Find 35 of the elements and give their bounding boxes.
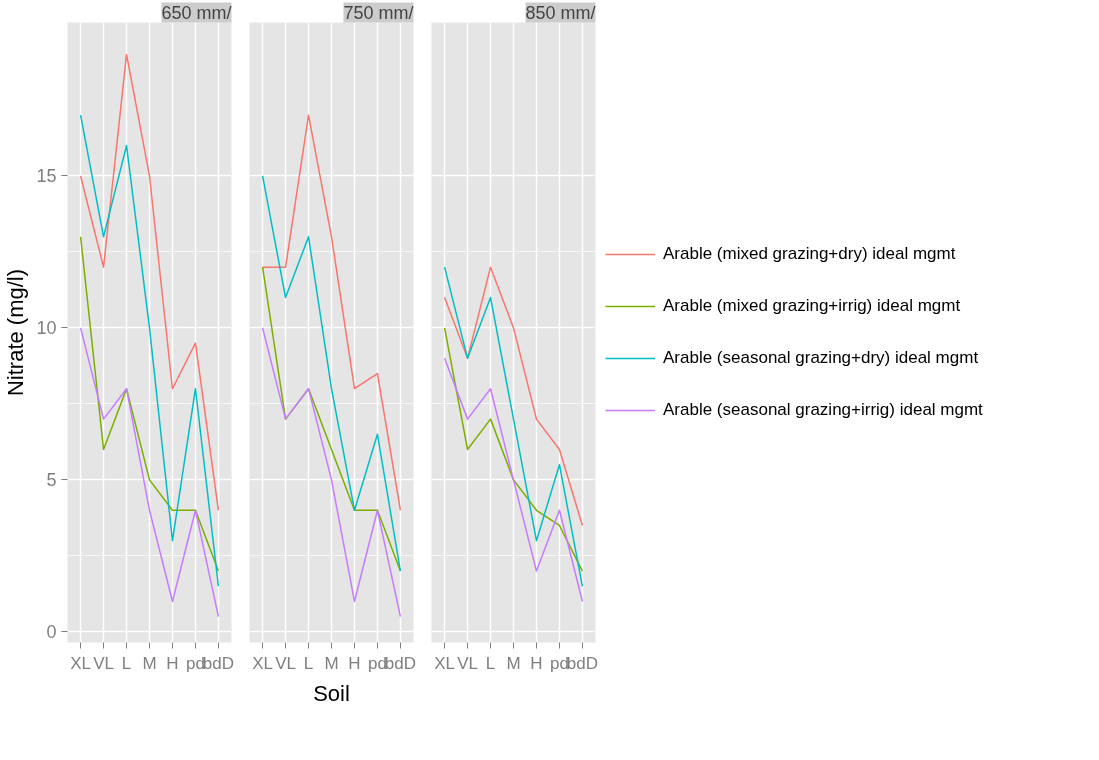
y-axis-title: Nitrate (mg/l) — [3, 268, 29, 397]
y-tick-label: 15 — [36, 166, 57, 187]
x-tick-label: VL — [457, 653, 478, 673]
y-tick-label: 10 — [36, 318, 57, 339]
x-tick-label: H — [348, 653, 361, 673]
x-tick-label: M — [506, 653, 521, 673]
legend-label: Arable (seasonal grazing+dry) ideal mgmt — [663, 348, 979, 368]
legend-label: Arable (seasonal grazing+irrig) ideal mgmt — [663, 400, 983, 420]
chart-title: 750 mm/ — [343, 2, 414, 23]
x-tick-label: pd — [185, 653, 205, 673]
legend-label: Arable (mixed grazing+dry) ideal mgmt — [663, 244, 956, 264]
y-tick-label: 0 — [46, 622, 57, 643]
x-tick-label: L — [303, 653, 314, 673]
x-tick-label: pd — [367, 653, 387, 673]
line-series — [79, 327, 220, 618]
x-tick-label: XL — [252, 653, 273, 673]
x-tick-label: XL — [434, 653, 455, 673]
x-tick-label: M — [324, 653, 339, 673]
x-tick-label: L — [485, 653, 496, 673]
line-series — [79, 236, 220, 572]
x-tick-label: VL — [93, 653, 114, 673]
y-tick-label: 5 — [46, 470, 57, 491]
x-tick-label: VL — [275, 653, 296, 673]
x-tick-label: H — [166, 653, 179, 673]
x-tick-label: H — [530, 653, 543, 673]
line-series — [79, 114, 220, 588]
x-tick-label: M — [142, 653, 157, 673]
chart-title: 650 mm/ — [161, 2, 232, 23]
x-axis-title: Soil — [313, 680, 350, 706]
line-series — [79, 53, 220, 512]
x-tick-label: pd — [549, 653, 569, 673]
x-tick-label: L — [121, 653, 132, 673]
x-tick-label: XL — [70, 653, 91, 673]
chart-title: 850 mm/ — [525, 2, 596, 23]
legend-label: Arable (mixed grazing+irrig) ideal mgmt — [663, 296, 961, 316]
